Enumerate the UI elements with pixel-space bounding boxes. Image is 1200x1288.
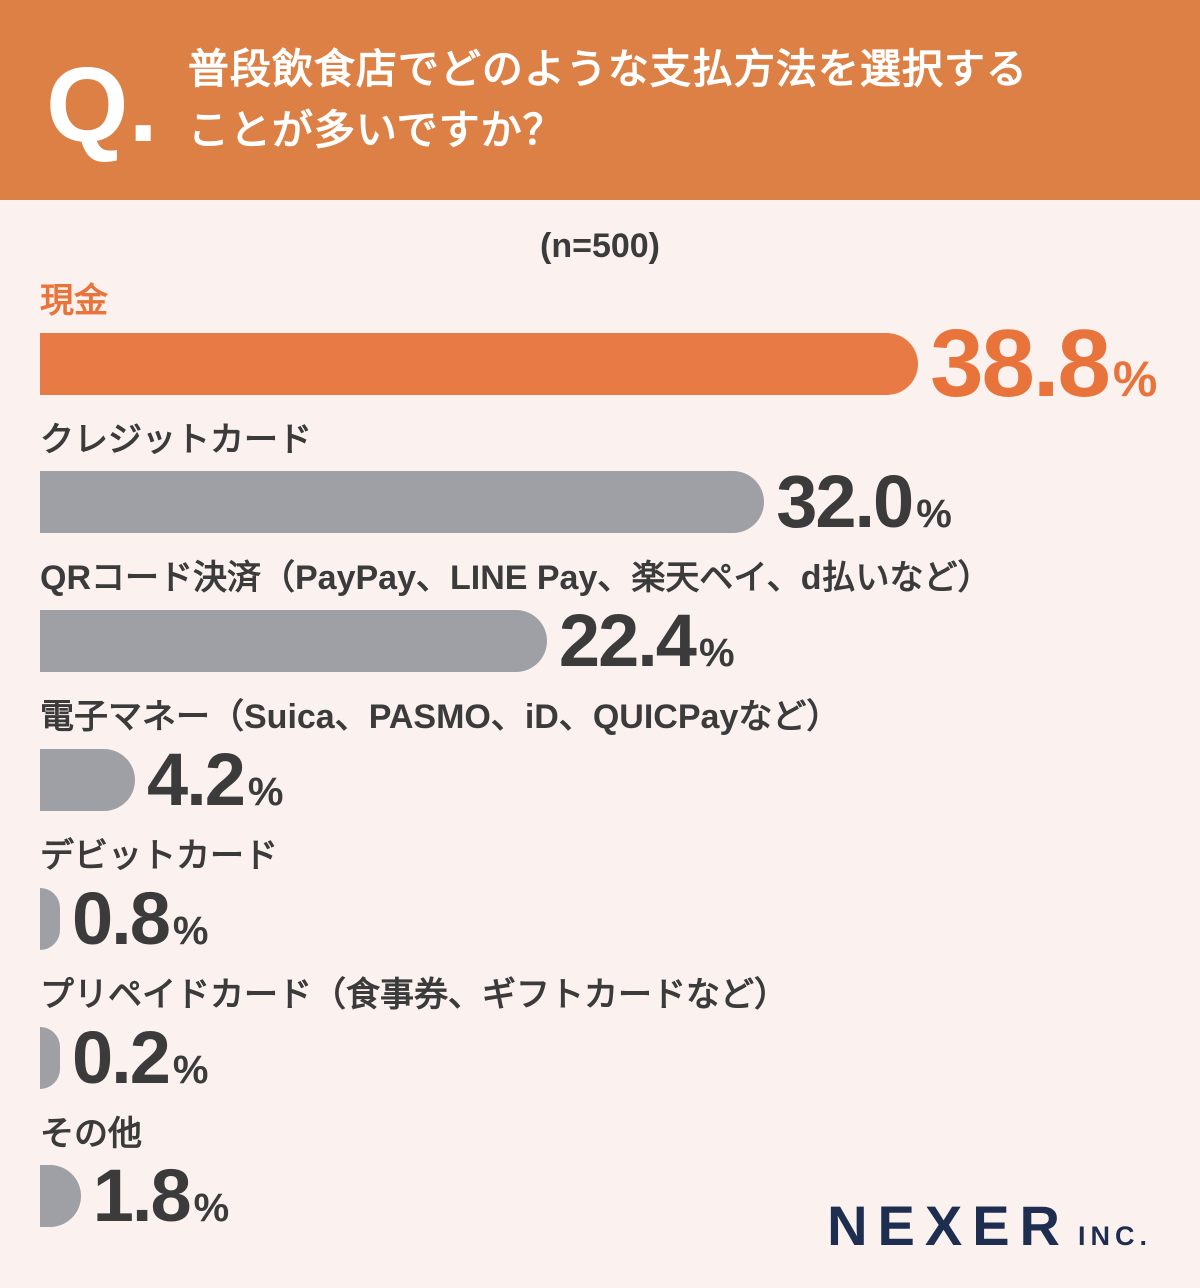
bar	[40, 1026, 60, 1089]
category-label: QRコード決済（PayPay、LINE Pay、楽天ペイ、d払いなど）	[40, 559, 992, 598]
sample-size-note: (n=500)	[540, 227, 660, 265]
category-label: プリペイドカード（食事券、ギフトカードなど）	[40, 975, 788, 1014]
q-mark: Q.	[46, 46, 158, 165]
value: 1.8%	[93, 1159, 229, 1233]
bar-line: 1.8%	[40, 1159, 1160, 1233]
logo-suffix: INC.	[1078, 1221, 1152, 1251]
bar	[40, 332, 919, 395]
bar	[40, 610, 547, 673]
percent-sign: %	[1112, 350, 1158, 407]
value-number: 0.8	[72, 876, 171, 960]
percent-sign: %	[698, 631, 735, 676]
bar-row: 電子マネー（Suica、PASMO、iD、QUICPayなど） 4.2%	[40, 697, 1160, 816]
value-number: 1.8	[92, 1154, 192, 1238]
bar	[40, 1165, 81, 1228]
percent-sign: %	[247, 769, 284, 814]
bar-line: 22.4%	[40, 604, 1160, 678]
value-number: 22.4	[558, 599, 697, 683]
category-label: クレジットカード	[40, 420, 312, 459]
percent-sign: %	[172, 908, 209, 953]
bar	[40, 748, 136, 811]
value-number: 38.8	[930, 309, 1111, 417]
percent-sign: %	[916, 492, 952, 537]
value: 0.2%	[72, 1015, 209, 1099]
bar	[40, 471, 765, 534]
value: 4.2%	[147, 737, 284, 821]
bar-line: 0.2%	[40, 1020, 1160, 1094]
bar-line: 32.0%	[40, 465, 1160, 539]
bar-line: 38.8%	[40, 315, 1160, 411]
question-line-1: 普段飲食店でどのような支払方法を選択する	[187, 45, 1028, 92]
percent-sign: %	[172, 1047, 209, 1092]
bar-row: QRコード決済（PayPay、LINE Pay、楽天ペイ、d払いなど） 22.4…	[40, 558, 1160, 678]
question-line-2: ことが多いですか？	[187, 107, 565, 153]
bar	[40, 887, 60, 950]
value: 32.0%	[776, 465, 952, 539]
bar-row: プリペイドカード（食事券、ギフトカードなど） 0.2%	[40, 975, 1160, 1094]
nexer-logo: NEXER INC.	[827, 1198, 1152, 1254]
category-label: その他	[40, 1114, 142, 1153]
logo-text: NEXER	[827, 1194, 1070, 1257]
value-number: 4.2	[147, 737, 246, 821]
value: 22.4%	[559, 604, 735, 678]
question-text: 普段飲食店でどのような支払方法を選択する ことが多いですか？	[188, 39, 1028, 162]
bar-row: その他 1.8%	[40, 1114, 1160, 1233]
category-label: 電子マネー（Suica、PASMO、iD、QUICPayなど）	[40, 698, 841, 737]
value-number: 32.0	[776, 460, 914, 544]
bar-line: 0.8%	[40, 881, 1160, 955]
value: 0.8%	[72, 876, 209, 960]
bar-row: デビットカード 0.8%	[40, 836, 1160, 955]
percent-sign: %	[193, 1186, 230, 1231]
value: 38.8%	[930, 309, 1158, 417]
bar-row: 現金 38.8%	[40, 281, 1160, 411]
bar-line: 4.2%	[40, 742, 1160, 816]
question-header: Q. 普段飲食店でどのような支払方法を選択する ことが多いですか？	[0, 0, 1200, 200]
bar-rows: 現金 38.8% クレジットカード 32.0% QRコード決済（PayPay、L…	[0, 281, 1200, 1233]
bar-row: クレジットカード 32.0%	[40, 420, 1160, 539]
category-label: 現金	[40, 281, 108, 320]
category-label: デビットカード	[40, 836, 278, 875]
value-number: 0.2	[72, 1015, 171, 1099]
